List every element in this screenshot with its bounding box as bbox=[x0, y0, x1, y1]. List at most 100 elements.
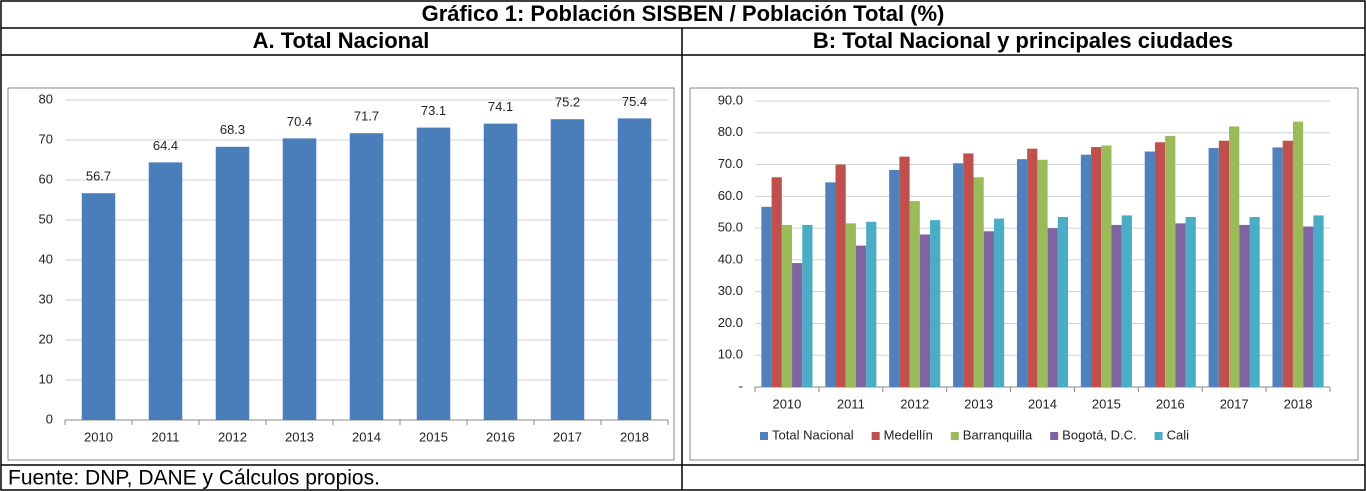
x-tick-label: 2013 bbox=[285, 429, 314, 444]
data-label: 75.4 bbox=[622, 94, 647, 109]
x-tick-label: 2013 bbox=[964, 396, 993, 411]
x-tick-label: 2011 bbox=[152, 429, 180, 444]
data-label: 70.4 bbox=[287, 114, 312, 129]
bar bbox=[771, 177, 782, 387]
chart-title: B: Total Nacional y principales ciudades bbox=[813, 28, 1233, 53]
data-label: 64.4 bbox=[153, 138, 178, 153]
bar bbox=[781, 224, 793, 387]
bar bbox=[953, 163, 964, 387]
y-tick-label: 80 bbox=[39, 91, 53, 106]
y-tick-label: 10.0 bbox=[718, 347, 743, 362]
bar bbox=[825, 182, 836, 387]
x-tick-label: 2016 bbox=[1156, 396, 1185, 411]
y-tick-label: 70.0 bbox=[718, 156, 743, 171]
data-label: 74.1 bbox=[488, 99, 513, 114]
bar bbox=[1313, 215, 1324, 387]
bar bbox=[845, 223, 856, 387]
bar bbox=[416, 127, 451, 420]
source: Fuente: DNP, DANE y Cálculos propios. bbox=[8, 467, 380, 490]
bar bbox=[1144, 151, 1155, 387]
y-tick-label: - bbox=[739, 378, 743, 393]
legend-label: Bogotá, D.C. bbox=[1062, 427, 1136, 442]
x-tick-label: 2014 bbox=[1028, 396, 1057, 411]
data-label: 75.2 bbox=[555, 95, 580, 110]
x-tick-label: 2012 bbox=[218, 429, 247, 444]
y-tick-label: 20 bbox=[39, 331, 53, 346]
bar bbox=[1027, 148, 1038, 387]
x-tick-label: 2017 bbox=[1220, 396, 1249, 411]
x-tick-label: 2012 bbox=[900, 396, 929, 411]
legend-swatch bbox=[950, 432, 959, 440]
bar bbox=[855, 245, 867, 387]
x-tick-label: 2018 bbox=[620, 429, 649, 444]
bar bbox=[909, 201, 920, 387]
x-tick-label: 2010 bbox=[772, 396, 801, 411]
y-tick-label: 40 bbox=[39, 251, 53, 266]
chart-title: A. Total Nacional bbox=[253, 28, 430, 53]
data-label: 73.1 bbox=[421, 103, 446, 118]
bar bbox=[1111, 224, 1122, 387]
bar bbox=[973, 177, 984, 387]
x-tick-label: 2015 bbox=[1092, 396, 1121, 411]
bar bbox=[1292, 121, 1304, 388]
legend-label: Total Nacional bbox=[772, 427, 854, 442]
bar bbox=[1175, 223, 1186, 387]
legend-label: Medellín bbox=[884, 427, 933, 442]
chart-frame bbox=[689, 87, 1359, 461]
bar bbox=[81, 193, 116, 420]
bar bbox=[1101, 145, 1112, 387]
bar bbox=[963, 153, 974, 387]
bar bbox=[148, 162, 183, 420]
bar bbox=[1080, 154, 1092, 387]
y-tick-label: 10 bbox=[39, 371, 53, 386]
bar bbox=[1047, 228, 1058, 387]
bar bbox=[1165, 135, 1176, 387]
bar bbox=[617, 118, 652, 421]
bar bbox=[761, 206, 772, 387]
chart-frame bbox=[7, 87, 675, 461]
y-tick-label: 90.0 bbox=[718, 92, 743, 107]
y-tick-label: 30.0 bbox=[718, 283, 743, 298]
bar bbox=[215, 146, 250, 421]
x-tick-label: 2011 bbox=[837, 396, 865, 411]
bar bbox=[1249, 216, 1260, 387]
bar bbox=[983, 231, 994, 387]
bar bbox=[802, 224, 813, 387]
y-tick-label: 60 bbox=[39, 171, 53, 186]
y-tick-label: 50 bbox=[39, 211, 53, 226]
bar bbox=[1154, 142, 1166, 387]
y-tick-label: 80.0 bbox=[718, 124, 743, 139]
bar bbox=[282, 138, 317, 420]
data-label: 56.7 bbox=[86, 169, 111, 184]
bar bbox=[1121, 215, 1132, 387]
legend-swatch bbox=[760, 432, 768, 440]
y-tick-label: 40.0 bbox=[718, 251, 743, 266]
bar bbox=[1239, 224, 1250, 387]
y-tick-label: 20.0 bbox=[718, 315, 743, 330]
x-tick-label: 2014 bbox=[352, 429, 381, 444]
x-tick-label: 2010 bbox=[84, 429, 113, 444]
data-label: 68.3 bbox=[220, 122, 245, 137]
x-tick-label: 2017 bbox=[553, 429, 582, 444]
bar bbox=[930, 220, 941, 387]
legend-swatch bbox=[1154, 432, 1163, 440]
bar bbox=[1091, 147, 1102, 387]
bar bbox=[792, 263, 803, 387]
legend-swatch bbox=[871, 432, 880, 440]
bar bbox=[349, 133, 384, 420]
y-tick-label: 70 bbox=[39, 131, 53, 146]
bar bbox=[835, 164, 846, 387]
bar bbox=[866, 221, 877, 387]
main-title: Gráfico 1: Población SISBEN / Población … bbox=[422, 1, 945, 26]
bar bbox=[1303, 226, 1314, 387]
bar bbox=[1016, 159, 1028, 387]
legend-label: Cali bbox=[1167, 427, 1190, 442]
bar bbox=[550, 119, 585, 420]
bar bbox=[889, 169, 900, 387]
bar bbox=[1185, 216, 1196, 387]
bar bbox=[993, 218, 1005, 387]
bar bbox=[1208, 148, 1219, 387]
bar bbox=[1218, 140, 1230, 387]
